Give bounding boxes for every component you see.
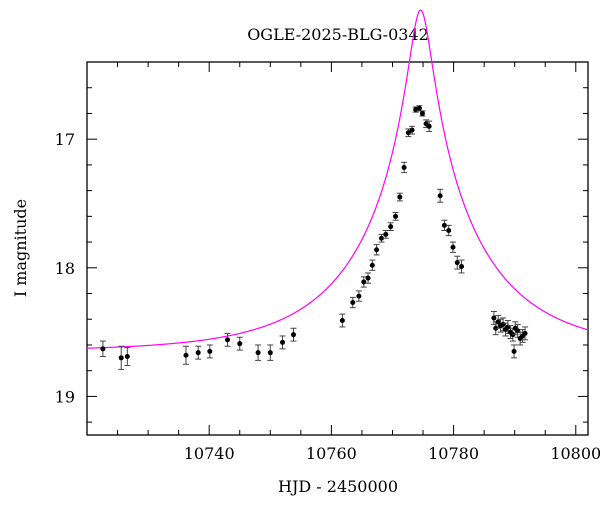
- data-points: [99, 105, 529, 370]
- y-tick-label: 19: [55, 387, 75, 406]
- tick-labels: 10740 10760 10780 10800 17 18 19: [55, 130, 600, 463]
- point-marker: [409, 127, 415, 133]
- x-tick-label: 10760: [306, 444, 357, 463]
- data-point: [118, 345, 125, 370]
- data-point: [224, 332, 231, 347]
- data-point: [511, 344, 518, 359]
- data-point: [99, 340, 106, 358]
- point-marker: [350, 300, 356, 306]
- data-point: [401, 161, 408, 174]
- data-point: [449, 241, 456, 253]
- data-point: [195, 345, 202, 360]
- point-marker: [207, 348, 213, 354]
- plot-frame: [86, 61, 589, 436]
- point-marker: [511, 348, 517, 354]
- point-marker: [450, 244, 456, 250]
- point-marker: [183, 352, 189, 358]
- data-point: [355, 290, 362, 302]
- chart-title: OGLE-2025-BLG-0342: [247, 25, 429, 44]
- model-curve: [86, 9, 589, 349]
- point-marker: [291, 332, 297, 338]
- x-tick-label: 10780: [428, 444, 479, 463]
- data-point: [290, 327, 297, 342]
- point-marker: [374, 247, 380, 253]
- data-point: [454, 255, 461, 270]
- point-marker: [361, 279, 367, 285]
- point-marker: [267, 350, 273, 356]
- data-point: [387, 222, 394, 231]
- data-point: [445, 224, 452, 237]
- data-point: [437, 188, 444, 203]
- data-point: [267, 344, 274, 361]
- x-axis-label: HJD - 2450000: [278, 477, 398, 496]
- data-point: [378, 233, 385, 243]
- data-point: [255, 344, 262, 361]
- point-marker: [237, 341, 243, 347]
- data-point: [360, 276, 367, 288]
- point-marker: [393, 213, 399, 219]
- data-point: [373, 244, 380, 256]
- data-point: [124, 347, 131, 367]
- point-marker: [195, 350, 201, 356]
- point-marker: [369, 262, 375, 268]
- data-point: [392, 211, 399, 221]
- point-marker: [459, 264, 465, 270]
- point-marker: [495, 319, 501, 325]
- axis-ticks: [87, 62, 588, 435]
- data-point: [458, 259, 465, 274]
- point-marker: [118, 355, 124, 361]
- point-marker: [446, 227, 452, 233]
- point-marker: [383, 231, 389, 237]
- data-point: [182, 345, 189, 365]
- data-point: [409, 125, 416, 135]
- point-marker: [365, 275, 371, 281]
- data-point: [339, 313, 346, 328]
- point-marker: [416, 105, 422, 111]
- data-point: [522, 326, 529, 341]
- x-tick-label: 10800: [550, 444, 600, 463]
- point-marker: [426, 123, 432, 129]
- point-marker: [441, 222, 447, 228]
- point-marker: [397, 194, 403, 200]
- point-marker: [522, 330, 528, 336]
- point-marker: [454, 260, 460, 266]
- point-marker: [378, 235, 384, 241]
- point-marker: [124, 354, 130, 360]
- data-point: [279, 335, 286, 350]
- y-tick-label: 17: [55, 130, 75, 149]
- data-point: [419, 110, 426, 117]
- point-marker: [419, 110, 425, 116]
- data-point: [206, 344, 213, 359]
- data-point: [396, 192, 403, 202]
- point-marker: [255, 350, 261, 356]
- point-marker: [225, 337, 231, 343]
- data-point: [236, 336, 243, 351]
- data-point: [365, 272, 372, 284]
- point-marker: [437, 193, 443, 199]
- point-marker: [339, 318, 345, 324]
- data-point: [369, 259, 376, 271]
- point-marker: [100, 346, 106, 352]
- point-marker: [491, 315, 497, 321]
- y-axis-label: I magnitude: [11, 199, 30, 297]
- point-marker: [388, 224, 394, 230]
- point-marker: [401, 164, 407, 170]
- data-point: [426, 120, 433, 132]
- x-tick-label: 10740: [184, 444, 235, 463]
- y-tick-label: 18: [55, 259, 75, 278]
- point-marker: [356, 293, 362, 299]
- data-point: [349, 296, 356, 309]
- point-marker: [280, 339, 286, 345]
